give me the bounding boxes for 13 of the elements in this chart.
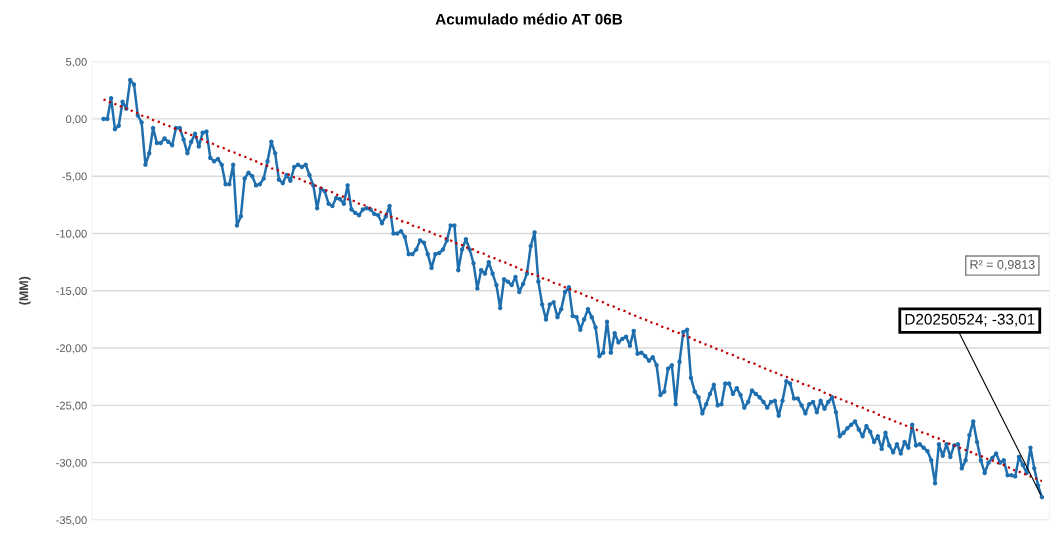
y-tick-label: -35,00 [56, 516, 87, 526]
annotation: R² = 0,9813 [970, 260, 1035, 271]
chart-title: Acumulado médio AT 06B [435, 13, 623, 25]
y-axis-title: (MM) [19, 276, 31, 305]
y-tick-label: -10,00 [56, 229, 87, 239]
annotation: D20250524; -33,01 [905, 313, 1035, 327]
y-tick-label: -20,00 [56, 344, 87, 354]
y-tick-label: 0,00 [66, 115, 87, 125]
y-tick-label: -25,00 [56, 401, 87, 411]
y-tick-label: 5,00 [66, 57, 87, 68]
y-tick-label: -15,00 [56, 287, 87, 297]
y-tick-label: -30,00 [56, 458, 87, 469]
y-tick-label: -5,00 [62, 172, 87, 182]
